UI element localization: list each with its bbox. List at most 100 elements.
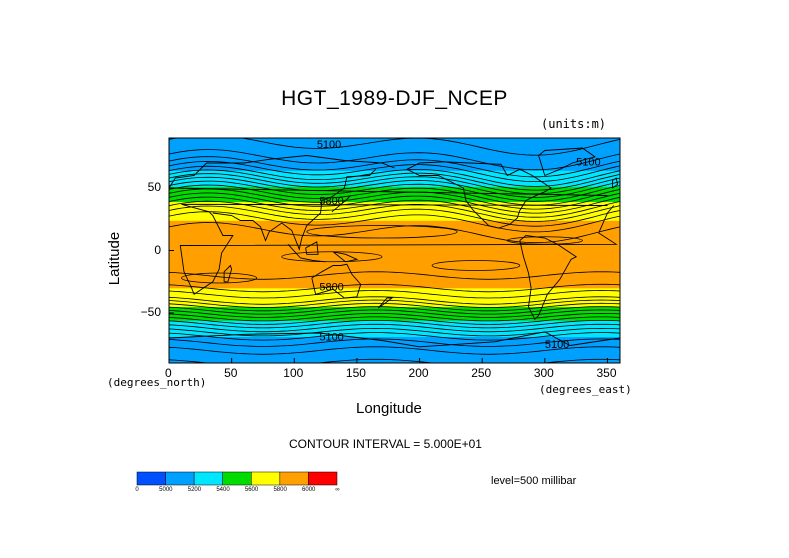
- band-strip: [169, 314, 620, 316]
- band-strip: [169, 301, 620, 304]
- band-strip: [169, 231, 620, 234]
- band-strip: [169, 146, 620, 149]
- band-strip: [169, 275, 620, 278]
- band-strip: [169, 224, 620, 226]
- band-strip: [169, 181, 620, 184]
- contour-line: [169, 196, 620, 218]
- x-tick-label: 150: [345, 366, 366, 380]
- band-strip: [169, 205, 620, 208]
- band-strip: [169, 209, 620, 211]
- colorbar-label: 5600: [244, 487, 259, 493]
- band-strip: [169, 333, 620, 335]
- band-strip: [169, 336, 620, 339]
- contour-line: [169, 283, 620, 293]
- band-strip: [169, 334, 620, 336]
- band-strip: [169, 325, 620, 328]
- x-tick-label: 100: [283, 366, 304, 380]
- contour-line: [169, 323, 620, 333]
- y-tick-label: 0: [154, 242, 161, 257]
- band-strip: [169, 155, 620, 158]
- y-tick-label: 50: [147, 180, 161, 194]
- band-strip: [169, 288, 620, 290]
- units-label: (units:m): [541, 117, 607, 131]
- band-strip: [169, 250, 620, 253]
- band-strip: [169, 310, 620, 313]
- band-strip: [169, 291, 620, 294]
- x-tick-label: 0: [165, 366, 172, 380]
- band-strip: [169, 195, 620, 198]
- contour-label: 5100: [545, 339, 569, 351]
- band-strip: [169, 258, 620, 260]
- band-strip: [169, 265, 620, 268]
- band-strip: [169, 361, 620, 363]
- band-strip: [169, 241, 620, 244]
- x-tick-label: 300: [533, 366, 554, 380]
- band-strip: [169, 239, 620, 241]
- band-strip: [169, 349, 620, 351]
- band-strip: [169, 319, 620, 321]
- coastline: [332, 251, 359, 263]
- band-strip: [169, 143, 620, 145]
- contour-line: [169, 169, 620, 191]
- band-strip: [169, 351, 620, 354]
- chart-title: HGT_1989-DJF_NCEP: [281, 87, 508, 110]
- band-strip: [169, 168, 620, 170]
- band-strip: [169, 240, 620, 243]
- band-strip: [169, 194, 620, 196]
- band-strip: [169, 345, 620, 348]
- band-strip: [169, 311, 620, 314]
- band-strip: [169, 356, 620, 359]
- colorbar-swatch: [279, 471, 309, 486]
- colorbar-swatch: [165, 471, 195, 486]
- band-strip: [169, 248, 620, 250]
- band-strip: [169, 335, 620, 338]
- contour-line: [169, 306, 620, 315]
- band-strip: [169, 223, 620, 225]
- band-strip: [169, 221, 620, 224]
- contour-line: [169, 316, 620, 325]
- band-strip: [169, 295, 620, 298]
- band-strip: [169, 340, 620, 343]
- contour-line: [169, 222, 620, 244]
- band-strip: [169, 140, 620, 143]
- band-strip: [169, 266, 620, 269]
- coastline: [519, 235, 578, 321]
- band-strip: [169, 161, 620, 164]
- band-strip: [169, 323, 620, 325]
- band-strip: [169, 273, 620, 275]
- band-strip: [169, 246, 620, 249]
- band-strip: [169, 305, 620, 308]
- band-strip: [169, 170, 620, 173]
- band-strip: [169, 144, 620, 146]
- contour-line: [169, 160, 620, 182]
- band-strip: [169, 206, 620, 209]
- band-strip: [169, 164, 620, 166]
- y-unit-label: (degrees_north): [107, 376, 207, 389]
- band-strip: [169, 141, 620, 144]
- band-strip: [169, 279, 620, 281]
- band-strip: [169, 189, 620, 191]
- band-strip: [169, 173, 620, 175]
- band-strip: [169, 254, 620, 256]
- x-unit-label: (degrees_east): [539, 383, 632, 396]
- band-strip: [169, 158, 620, 160]
- band-strip: [169, 256, 620, 259]
- coastline: [377, 297, 394, 309]
- colorbar-label: ∞: [335, 487, 340, 493]
- band-strip: [169, 226, 620, 229]
- contour-line: [169, 149, 620, 171]
- band-strip: [169, 188, 620, 190]
- colorbar-label: 6000: [302, 487, 316, 493]
- band-strip: [169, 225, 620, 228]
- band-strip: [169, 360, 620, 363]
- contour-label: 5100: [319, 332, 343, 344]
- band-strip: [169, 276, 620, 279]
- contour-loop: [281, 251, 383, 263]
- band-strip: [169, 174, 620, 176]
- contour-line: [169, 320, 620, 329]
- coastline: [406, 161, 552, 229]
- x-tick-label: 350: [596, 366, 617, 380]
- band-strip: [169, 145, 620, 148]
- band-strip: [169, 176, 620, 179]
- coastline: [311, 263, 362, 299]
